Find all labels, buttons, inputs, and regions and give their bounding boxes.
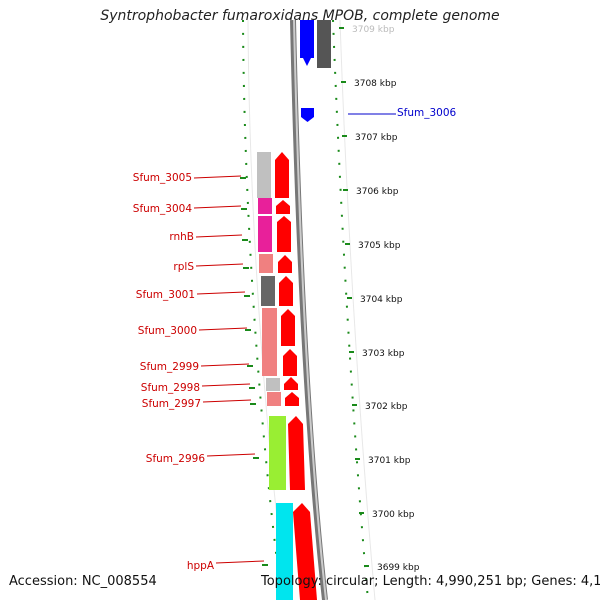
gene-block-top-blue — [300, 20, 314, 58]
accession-text: Accession: NC_008554 — [9, 574, 157, 589]
gene-arrow-sfum-3000 — [281, 309, 295, 346]
gene-label-sfum-2999[interactable]: Sfum_2999 — [140, 361, 199, 373]
gene-label-leader — [198, 327, 248, 331]
topology-text: Topology: circular; Length: 4,990,251 bp… — [261, 574, 600, 589]
gene-label-sfum-3000[interactable]: Sfum_3000 — [138, 325, 197, 337]
scale-ticks: 3709 kbp 3708 kbp 3707 kbp 3706 kbp 3705 kbp… — [240, 25, 420, 573]
scale-tick-label: 3709 kbp — [352, 25, 395, 35]
scale-tick-label: 3707 kbp — [355, 133, 398, 143]
gene-labels: Sfum_3006 Sfum_3005 Sfum_3004 rnhB rplS Sfum_… — [133, 107, 457, 572]
gene-arrow-hppa — [293, 503, 317, 600]
gene-label-leader — [200, 363, 250, 367]
scale-tick-label: 3705 kbp — [358, 241, 401, 251]
gene-arrow-rpls — [278, 255, 292, 273]
gene-label-leader — [206, 453, 256, 457]
gene-arrow-sfum-3001 — [279, 276, 293, 306]
gene-label-sfum-3005[interactable]: Sfum_3005 — [133, 172, 192, 184]
gene-label-leader — [195, 234, 243, 238]
scale-tick-label: 3702 kbp — [365, 402, 408, 412]
gene-box-sfum-2996 — [269, 416, 286, 490]
gene-arrow-rnhb — [277, 216, 291, 252]
gene-label-leader — [215, 560, 265, 564]
gene-label-sfum-2996[interactable]: Sfum_2996 — [146, 453, 206, 465]
gene-label-rpls[interactable]: rplS — [173, 261, 194, 273]
scale-tick-label: 3703 kbp — [362, 349, 405, 359]
gene-arrow-sfum-3005 — [275, 152, 289, 198]
gene-label-hppa[interactable]: hppA — [187, 560, 215, 572]
gene-arrow-sfum-2998 — [284, 377, 298, 390]
gene-label-sfum-3004[interactable]: Sfum_3004 — [133, 203, 193, 215]
gene-label-rnhb[interactable]: rnhB — [169, 231, 194, 243]
gene-block-top-gray — [317, 20, 331, 68]
gene-arrow-sfum-3006 — [301, 108, 314, 122]
gene-box-sfum-2997 — [267, 392, 281, 406]
scale-tick-label: 3704 kbp — [360, 295, 403, 305]
gene-arrow-top-blue — [300, 52, 314, 66]
gene-label-leader — [193, 205, 242, 209]
gene-arrow-sfum-2996 — [288, 416, 305, 490]
scale-tick-label: 3706 kbp — [356, 187, 399, 197]
gene-label-leader — [201, 383, 251, 387]
scale-tick-label: 3699 kbp — [377, 563, 420, 573]
genome-backbone-highlight — [293, 19, 327, 600]
genome-backbone — [290, 19, 328, 600]
scale-tick-label: 3701 kbp — [368, 456, 411, 466]
outer-band-right — [339, 19, 376, 600]
scale-tick-label: 3708 kbp — [354, 79, 397, 89]
gene-box-sfum-2998 — [266, 378, 280, 391]
gene-label-sfum-2997[interactable]: Sfum_2997 — [142, 398, 201, 410]
gene-box-sfum-3000 — [262, 308, 277, 376]
gene-label-sfum-3001[interactable]: Sfum_3001 — [136, 289, 195, 301]
gene-box-sfum-3004 — [258, 198, 272, 214]
gene-box-rnhb — [258, 216, 272, 252]
gene-label-leader — [202, 399, 252, 403]
gene-arrow-sfum-3004 — [276, 200, 290, 214]
gene-arrow-sfum-2999 — [283, 349, 297, 376]
gene-box-hppa — [276, 503, 293, 600]
gene-arrow-sfum-2997 — [285, 392, 299, 406]
gene-label-sfum-2998[interactable]: Sfum_2998 — [141, 382, 200, 394]
gene-box-sfum-3001 — [261, 276, 275, 306]
gene-box-sfum-3005 — [257, 152, 271, 198]
gene-label-sfum-3006[interactable]: Sfum_3006 — [397, 107, 457, 119]
gene-label-leader — [195, 263, 244, 267]
gene-box-rpls — [259, 254, 273, 273]
map-title: Syntrophobacter fumaroxidans MPOB, compl… — [100, 8, 500, 24]
gene-label-leader — [193, 175, 242, 179]
gene-label-leader — [196, 291, 246, 295]
scale-tick-label: 3700 kbp — [372, 510, 415, 520]
